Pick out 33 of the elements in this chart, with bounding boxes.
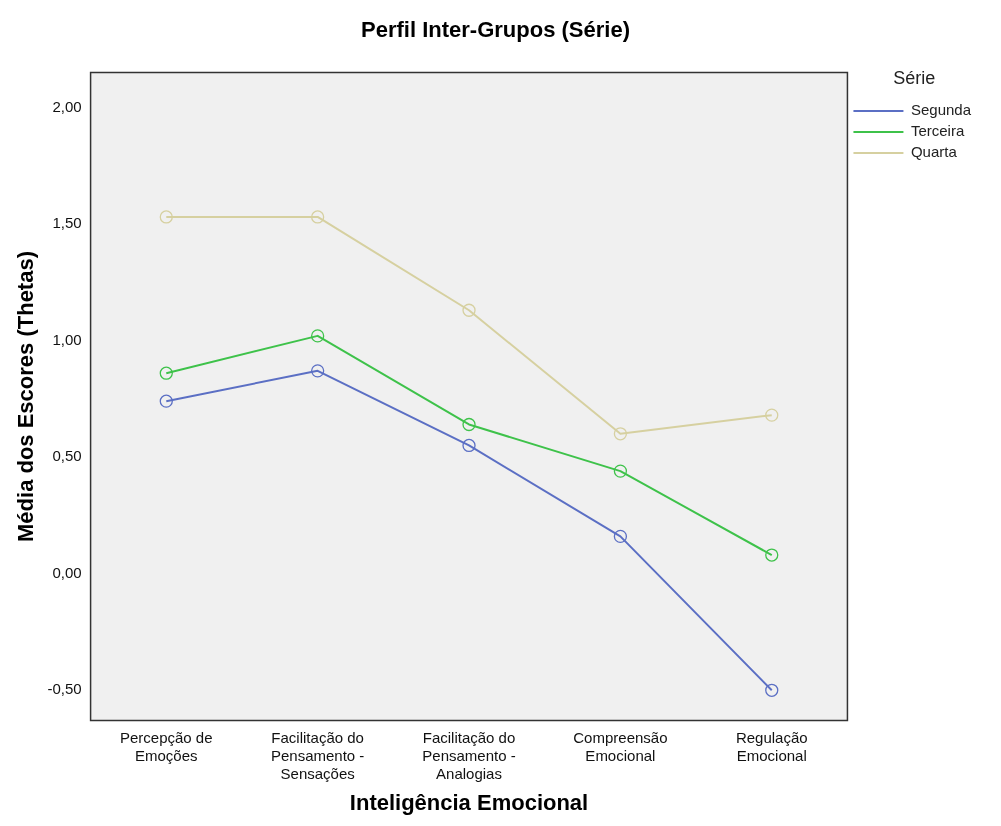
point [159,366,173,380]
y-tick-label: 0,00 [52,563,82,581]
x-tick-label: Percepção de Emoções [119,728,213,764]
legend-title: Série [893,67,936,88]
point [613,427,628,441]
x-tick-label: Facilitação do Pensamento - Analogias [422,728,516,782]
point [159,210,173,224]
point [311,364,325,378]
y-tick-label: -0,50 [47,680,82,698]
point [462,417,476,432]
y-axis-title: Média dos Escores (Thetas) [13,251,39,542]
y-tick-label: 1,00 [52,330,82,348]
legend-label: Terceira [910,122,965,140]
point [613,529,628,544]
point [311,329,325,343]
y-tick-label: 2,00 [52,97,82,115]
x-axis-title: Inteligência Emocional [349,789,589,815]
y-tick-label: 1,50 [52,214,82,232]
legend-label: Segunda [910,101,972,119]
x-tick-label: Regulação Emocional [735,728,808,764]
legend-label: Quarta [910,143,958,161]
point [765,548,779,562]
point [765,408,779,422]
point [311,210,325,224]
point [765,683,779,697]
point [462,438,476,453]
point [462,303,476,317]
x-tick-label: Compreensão Emocional [573,728,668,764]
x-tick-label: Facilitação do Pensamento - Sensações [270,728,365,782]
point [613,464,628,478]
point [159,394,173,408]
chart-title: Perfil Inter-Grupos (Série) [361,17,630,43]
y-tick-label: 0,50 [52,447,82,465]
